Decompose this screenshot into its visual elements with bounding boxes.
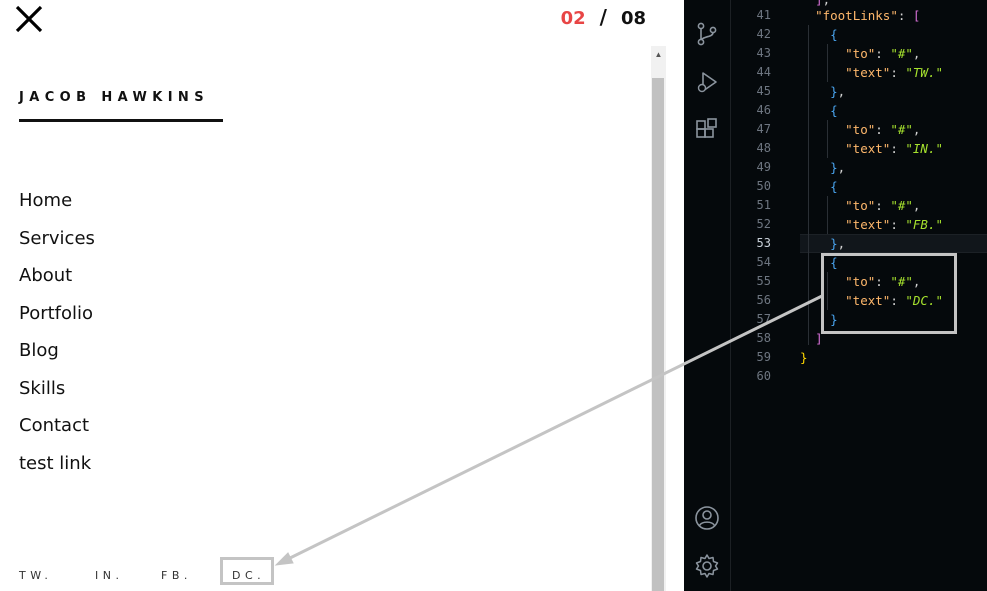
- line-number-active: 53: [756, 236, 771, 250]
- current-line-highlight: [800, 234, 987, 253]
- nav-item-portfolio[interactable]: Portfolio: [19, 302, 94, 324]
- to-value: "#": [890, 274, 913, 289]
- line-number: 49: [756, 160, 771, 174]
- to-key: "to": [845, 122, 876, 137]
- to-key: "to": [845, 46, 876, 61]
- text-value-fb: "FB.": [905, 217, 944, 232]
- code-line-41: "footLinks": [: [815, 8, 921, 23]
- text-key: "text": [845, 217, 891, 232]
- indent-guide: [827, 44, 828, 82]
- line-number: 42: [756, 27, 771, 41]
- line-number: 44: [756, 65, 771, 79]
- foot-links-key: "footLinks": [815, 8, 898, 23]
- nav-item-blog[interactable]: Blog: [19, 340, 59, 361]
- line-number: 51: [756, 198, 771, 212]
- indent-guide: [827, 272, 828, 310]
- highlight-box-dc-link: [220, 557, 274, 585]
- counter-separator: /: [599, 5, 607, 29]
- line-number: 46: [756, 103, 771, 117]
- code-line-53: },: [830, 236, 846, 251]
- line-number: 56: [756, 293, 771, 307]
- foot-link-fb[interactable]: FB.: [161, 569, 192, 582]
- code-line-47: "to": "#",: [845, 122, 921, 137]
- line-number: 41: [756, 8, 771, 22]
- to-value: "#": [890, 46, 913, 61]
- text-key: "text": [845, 141, 891, 156]
- code-line-51: "to": "#",: [845, 198, 921, 213]
- brand-underline: [19, 119, 223, 122]
- line-number: 50: [756, 179, 771, 193]
- code-line-52: "text": "FB.": [845, 217, 944, 232]
- run-debug-icon[interactable]: [693, 68, 721, 96]
- line-number: 48: [756, 141, 771, 155]
- line-number: 60: [756, 369, 771, 383]
- scroll-up-arrow-icon[interactable]: ▲: [654, 50, 663, 59]
- highlight-box-dc-code: [821, 253, 957, 334]
- to-value: "#": [890, 198, 913, 213]
- pane-divider: [666, 0, 684, 591]
- settings-icon[interactable]: [693, 552, 721, 580]
- text-value-in: "IN.": [905, 141, 944, 156]
- indent-guide: [808, 25, 809, 345]
- to-key: "to": [845, 274, 876, 289]
- source-control-icon[interactable]: [693, 20, 721, 48]
- code-line-55: "to": "#",: [845, 274, 921, 289]
- code-line-46: {: [830, 103, 838, 118]
- nav-item-test-link[interactable]: test link: [19, 452, 92, 474]
- account-icon[interactable]: [693, 504, 721, 532]
- code-line-57: }: [830, 312, 838, 327]
- text-key: "text": [845, 293, 891, 308]
- counter-current: 02: [560, 8, 586, 29]
- extensions-icon[interactable]: [693, 116, 721, 144]
- foot-link-dc[interactable]: DC.: [232, 569, 266, 582]
- code-line-49: },: [830, 160, 846, 175]
- line-number: 43: [756, 46, 771, 60]
- site-preview: 02 / 08 JACOB HAWKINS Home Services About …: [14, 4, 666, 591]
- close-icon[interactable]: [14, 4, 44, 34]
- code-line-54: {: [830, 255, 838, 270]
- line-number: 54: [756, 255, 771, 269]
- code-area[interactable]: ], "footLinks": [ { "to": "#", "text": "…: [800, 0, 987, 591]
- line-number: 47: [756, 122, 771, 136]
- code-line-59: }: [800, 350, 808, 365]
- activity-bar: [684, 0, 731, 591]
- line-number: 55: [756, 274, 771, 288]
- text-value-dc: "DC.": [905, 293, 944, 308]
- line-number: 58: [756, 331, 771, 345]
- line-number: 52: [756, 217, 771, 231]
- code-line-50: {: [830, 179, 838, 194]
- nav-item-home[interactable]: Home: [19, 190, 73, 211]
- foot-link-in[interactable]: IN.: [95, 569, 124, 582]
- nav-item-skills[interactable]: Skills: [19, 377, 66, 399]
- to-key: "to": [845, 198, 876, 213]
- code-line-45: },: [830, 84, 846, 99]
- line-number-gutter: 41 42 43 44 45 46 47 48 49 50 51 52 53 5…: [731, 0, 773, 591]
- line-number: 59: [756, 350, 771, 364]
- code-line-56: "text": "DC.": [845, 293, 944, 308]
- indent-guide: [827, 196, 828, 234]
- to-value: "#": [890, 122, 913, 137]
- main-nav: Home Services About Portfolio Blog Skill…: [19, 186, 95, 486]
- code-line-48: "text": "IN.": [845, 141, 944, 156]
- code-line-43: "to": "#",: [845, 46, 921, 61]
- text-value-tw: "TW.": [905, 65, 944, 80]
- code-line-44: "text": "TW.": [845, 65, 944, 80]
- text-key: "text": [845, 65, 891, 80]
- code-line-40: ],: [800, 0, 830, 9]
- foot-link-tw[interactable]: TW.: [19, 569, 53, 582]
- nav-item-about[interactable]: About: [19, 265, 73, 286]
- indent-guide: [827, 120, 828, 158]
- code-line-58: ]: [815, 331, 823, 346]
- nav-item-contact[interactable]: Contact: [19, 415, 90, 436]
- nav-item-services[interactable]: Services: [19, 227, 95, 249]
- code-line-42: {: [830, 27, 838, 42]
- counter-total: 08: [620, 8, 646, 29]
- brand-name[interactable]: JACOB HAWKINS: [19, 90, 209, 105]
- scrollbar-thumb[interactable]: [652, 78, 664, 591]
- line-number: 57: [756, 312, 771, 326]
- line-number: 45: [756, 84, 771, 98]
- slide-counter: 02 / 08: [561, 4, 646, 30]
